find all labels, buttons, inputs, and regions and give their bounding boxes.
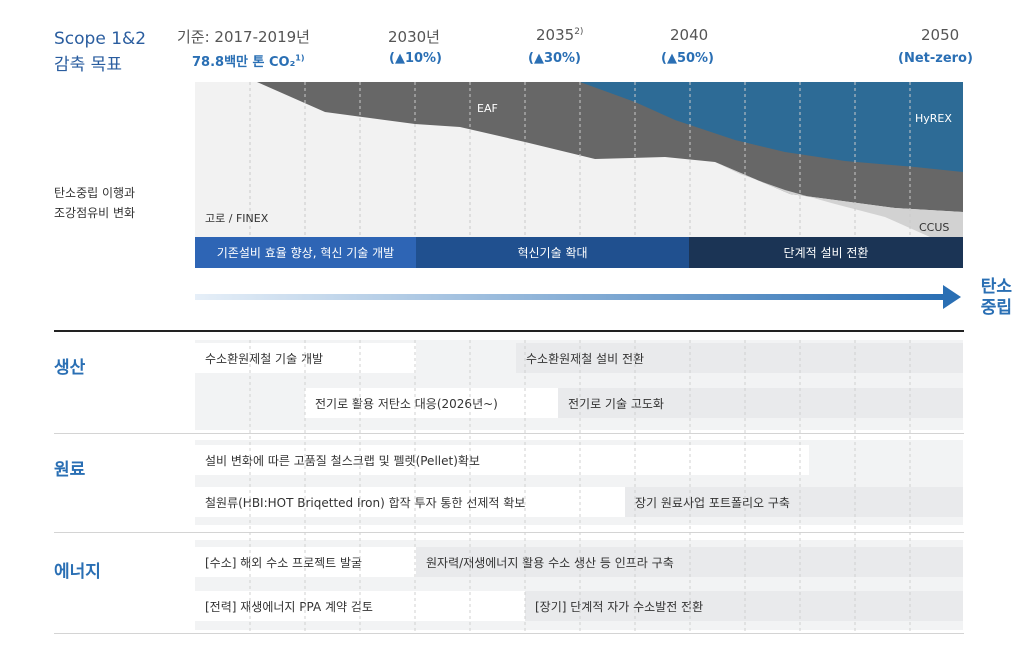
milestone-target-2030: (▲10%) (389, 51, 442, 66)
milestone-year-text: 2035 (536, 26, 575, 44)
milestone-year-2030: 2030년 (388, 26, 440, 47)
share-area-chart: EAF HyREX CCUS 고로 / FINEX (195, 82, 963, 237)
eaf-label: EAF (477, 102, 498, 115)
baseline-label: 기준: 2017-2019년 (177, 28, 310, 46)
carbon-neutral-line2: 중립 (980, 298, 1012, 318)
baseline-value: 78.8백만 톤 CO₂1) (192, 51, 305, 70)
hyrex-label: HyREX (915, 112, 952, 125)
blast-furnace-label: 고로 / FINEX (205, 212, 269, 225)
carbon-neutral-arrow (195, 285, 961, 309)
hyrex-area (580, 82, 963, 172)
phase-2: 혁신기술 확대 (416, 237, 689, 268)
chart-grid (249, 82, 911, 237)
milestone-year-text: 2030년 (388, 28, 440, 46)
phase-3: 단계적 설비 전환 (689, 237, 963, 268)
milestone-year-2050: 2050 (921, 26, 959, 44)
side-label-line2: 조강점유비 변화 (54, 206, 136, 220)
production-row1-right: 수소환원제철 설비 전환 (516, 343, 963, 373)
section-separator (54, 633, 964, 634)
section-separator (54, 433, 964, 434)
ccus-label: CCUS (919, 221, 949, 234)
phase-1: 기존설비 효율 향상, 혁신 기술 개발 (195, 237, 416, 268)
section-title-materials: 원료 (54, 460, 86, 480)
timeline-grid (249, 340, 911, 633)
milestone-year-text: 2040 (670, 26, 709, 44)
ccus-area (715, 162, 963, 237)
section-title-production: 생산 (54, 358, 86, 378)
milestone-year-2035: 20352) (536, 26, 583, 44)
baseline-note: 1) (295, 53, 305, 63)
milestone-note: 2) (574, 27, 584, 37)
milestone-target-2050: (Net-zero) (898, 51, 973, 66)
milestone-target-2035: (▲30%) (528, 51, 581, 66)
section-title-energy: 에너지 (54, 562, 101, 582)
materials-row2-left: 철원류(HBI:HOT Briqetted Iron) 합작 투자 통한 선제적… (195, 487, 625, 517)
materials-row1-left: 설비 변화에 따른 고품질 철스크랩 및 펠렛(Pellet)확보 (195, 445, 809, 475)
materials-row2-right: 장기 원료사업 포트폴리오 구축 (625, 487, 963, 517)
carbon-neutral-line1: 탄소 (980, 277, 1012, 297)
scope-line2: 감축 목표 (54, 55, 122, 75)
carbon-neutral-label: 탄소 중립 (981, 277, 1012, 319)
chart-side-label: 탄소중립 이행과 조강점유비 변화 (54, 183, 135, 223)
milestone-target-2040: (▲50%) (661, 51, 714, 66)
milestone-year-text: 2050 (921, 26, 960, 44)
production-row2-left: 전기로 활용 저탄소 대응(2026년~) (305, 388, 558, 418)
scope-line1: Scope 1&2 (54, 29, 147, 49)
milestone-year-2040: 2040 (670, 26, 708, 44)
section-separator (54, 532, 964, 533)
baseline-value-text: 78.8백만 톤 CO₂ (192, 55, 296, 70)
energy-row2-right: [장기] 단계적 자가 수소발전 전환 (525, 591, 963, 621)
production-row2-right: 전기로 기술 고도화 (558, 388, 963, 418)
scope-title: Scope 1&2 감축 목표 (54, 26, 146, 78)
section-divider (54, 330, 964, 332)
side-label-line1: 탄소중립 이행과 (54, 186, 136, 200)
